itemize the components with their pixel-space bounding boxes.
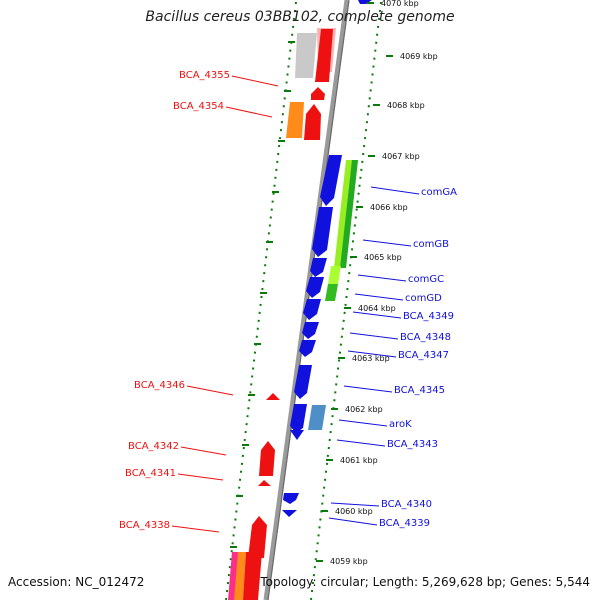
left-strand-genes (228, 28, 336, 600)
label-leader-line (357, 274, 407, 282)
gene-orange-bottom (234, 552, 246, 600)
gene-label-left: BCA_4346 (134, 380, 185, 391)
gene-comGD (306, 277, 324, 298)
gene-label-right: BCA_4339 (379, 518, 430, 529)
label-leader-line (177, 473, 224, 481)
gene-label-left: BCA_4354 (173, 101, 224, 112)
genome-backbone (263, 0, 350, 600)
label-leader-line (347, 350, 397, 358)
gene-BCA_4343 (290, 404, 307, 433)
gene-comGD-green (325, 284, 338, 301)
kbp-label: 4060 kbp (335, 507, 373, 516)
kbp-label: 4066 kbp (370, 203, 408, 212)
label-leader-line (225, 106, 273, 118)
gene-small-arrow (311, 87, 325, 100)
gene-green-dark (340, 160, 358, 268)
gene-label-right: BCA_4345 (394, 385, 445, 396)
gene-BCA_4348 (302, 322, 319, 339)
gene-label-right: BCA_4340 (381, 499, 432, 510)
label-leader-line (180, 446, 227, 456)
gene-label-right: BCA_4348 (400, 332, 451, 343)
gene-BCA_4349 (303, 299, 321, 320)
gene-label-left: BCA_4341 (125, 468, 176, 479)
gene-label-right: comGD (405, 293, 442, 304)
gene-comGC-light (328, 266, 341, 284)
gene-BCA_4339 (282, 510, 297, 517)
kbp-label: 4061 kbp (340, 456, 378, 465)
gene-BCA_4346 (266, 393, 280, 400)
gene-label-right: aroK (389, 419, 412, 430)
gene-BCA_4345 (294, 365, 312, 399)
gene-BCA_4338 (248, 516, 267, 558)
label-leader-line (352, 311, 402, 319)
gene-BCA_4340 (283, 493, 299, 504)
gene-comGB (312, 207, 333, 257)
gene-label-right: BCA_4347 (398, 350, 449, 361)
label-leader-line (338, 419, 388, 427)
gene-label-left: BCA_4355 (179, 70, 230, 81)
gene-label-right: comGB (413, 239, 449, 250)
ruler-ticks (230, 2, 393, 562)
label-leader-line (186, 385, 234, 396)
label-leader-line (349, 332, 399, 340)
gene-label-right: BCA_4343 (387, 439, 438, 450)
gene-grey (295, 33, 317, 78)
gene-BCA_4343b (290, 430, 304, 440)
gene-comGA (320, 155, 342, 206)
gene-labels: BCA_4355 BCA_4354 BCA_4346 BCA_4342 BCA_4341… (119, 70, 457, 531)
gene-red-bottom (243, 552, 262, 600)
kbp-label: 4069 kbp (400, 52, 438, 61)
gene-BCA_4342 (259, 441, 275, 476)
gene-orange (286, 102, 304, 138)
kbp-label: 4062 kbp (345, 405, 383, 414)
gene-BCA_4341 (258, 480, 271, 486)
topology-text: Topology: circular; Length: 5,269,628 bp… (260, 575, 590, 589)
gene-BCA_4354 (304, 104, 321, 140)
kbp-label: 4067 kbp (382, 152, 420, 161)
gene-label-left: BCA_4342 (128, 441, 179, 452)
map-title: Bacillus cereus 03BB102, complete genome (145, 9, 455, 25)
kbp-label: 4065 kbp (364, 253, 402, 262)
gene-label-right: comGC (408, 274, 444, 285)
label-leader-line (171, 525, 220, 533)
kbp-label: 4059 kbp (330, 557, 368, 566)
accession-text: Accession: NC_012472 (8, 575, 145, 589)
kbp-label: 4063 kbp (352, 354, 390, 363)
label-leader-line (370, 186, 420, 195)
label-leaders (171, 75, 420, 533)
gene-comGC (310, 258, 327, 277)
kbp-label: 4064 kbp (358, 304, 396, 313)
gene-label-right: BCA_4349 (403, 311, 454, 322)
gene-BCA_4355 (315, 29, 333, 82)
gene-label-left: BCA_4338 (119, 520, 170, 531)
label-leader-line (231, 75, 279, 87)
gene-BCA_4347 (299, 340, 316, 357)
gene-label-right: comGA (421, 187, 457, 198)
label-leader-line (336, 439, 386, 447)
label-leader-line (343, 385, 393, 393)
gene-aroK (308, 405, 326, 430)
gene-top-blue (358, 0, 372, 4)
label-leader-line (354, 293, 404, 301)
kbp-label: 4068 kbp (387, 101, 425, 110)
kbp-labels: 4070 kbp 4069 kbp 4068 kbp 4067 kbp 4066 kbp… (330, 0, 438, 566)
label-leader-line (328, 517, 378, 526)
label-leader-line (362, 239, 412, 247)
kbp-label: 4070 kbp (381, 0, 419, 8)
label-leader-line (330, 502, 380, 507)
right-strand-genes (282, 0, 372, 517)
